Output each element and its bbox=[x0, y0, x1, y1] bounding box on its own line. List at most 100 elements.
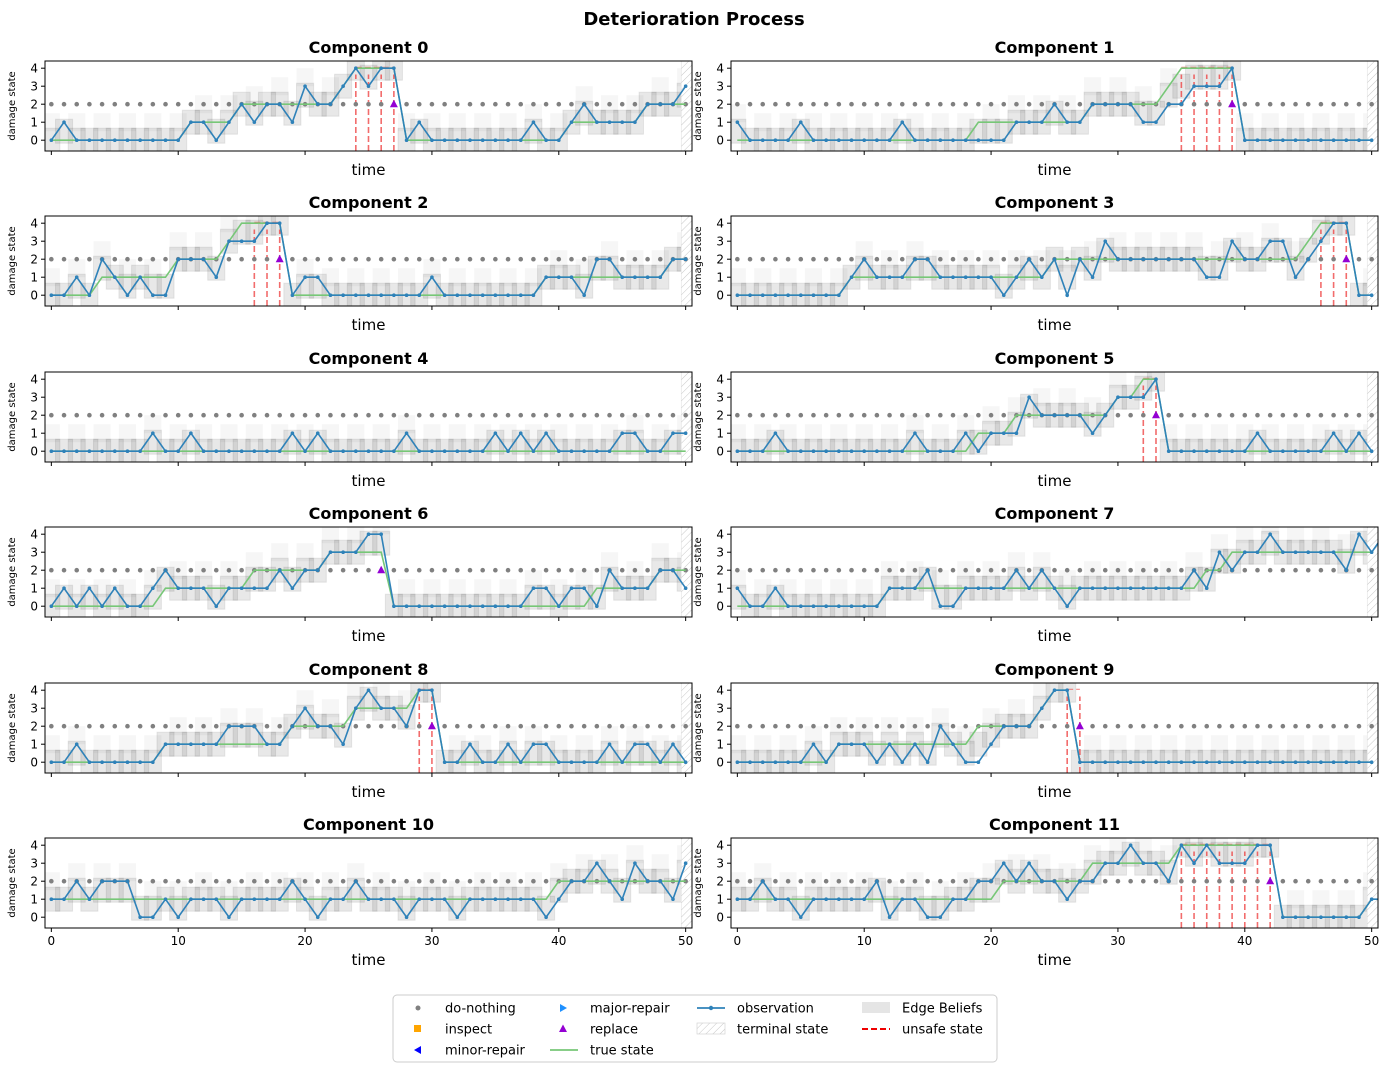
y-tick-label: 3 bbox=[716, 235, 724, 249]
panel-title: Component 9 bbox=[995, 660, 1115, 679]
do-nothing-marker bbox=[976, 567, 981, 573]
do-nothing-marker bbox=[849, 256, 854, 262]
observation-point bbox=[671, 102, 675, 106]
observation-point bbox=[645, 102, 650, 106]
do-nothing-marker bbox=[467, 256, 473, 262]
do-nothing-marker bbox=[1191, 101, 1197, 107]
observation-point bbox=[900, 897, 905, 901]
do-nothing-marker bbox=[201, 723, 206, 729]
observation-point bbox=[1040, 275, 1044, 280]
do-nothing-marker bbox=[493, 256, 498, 262]
observation-point bbox=[1319, 138, 1323, 142]
do-nothing-marker bbox=[493, 101, 498, 107]
observation-point bbox=[824, 897, 828, 901]
observation-point bbox=[303, 449, 307, 454]
observation-point bbox=[1090, 431, 1095, 436]
observation-point bbox=[49, 293, 54, 298]
observation-point bbox=[1052, 879, 1057, 883]
belief-patch bbox=[1083, 411, 1102, 437]
observation-point bbox=[849, 275, 854, 280]
observation-point bbox=[468, 138, 472, 142]
do-nothing-marker bbox=[976, 412, 981, 418]
observation-point bbox=[1027, 586, 1031, 590]
panel-component-1: Component 1 0 1 2 3 4 time damage state bbox=[693, 38, 1379, 179]
do-nothing-marker bbox=[543, 723, 549, 729]
observation-point bbox=[1281, 550, 1285, 554]
observation-point bbox=[1217, 84, 1222, 88]
panel-component-9: Component 9 0 1 2 3 4 time damage state bbox=[693, 660, 1379, 801]
x-axis-label: time bbox=[352, 316, 386, 334]
observation-point bbox=[671, 431, 675, 436]
observation-point bbox=[544, 431, 548, 436]
do-nothing-marker bbox=[963, 567, 968, 573]
observation-point bbox=[1065, 604, 1069, 608]
do-nothing-marker bbox=[74, 101, 80, 107]
axes-frame bbox=[44, 526, 693, 618]
y-tick-label: 2 bbox=[716, 409, 724, 423]
do-nothing-marker bbox=[1255, 101, 1260, 107]
do-nothing-marker bbox=[213, 412, 219, 418]
observation-point bbox=[1014, 879, 1019, 883]
do-nothing-marker bbox=[861, 412, 867, 418]
observation-point bbox=[1255, 843, 1260, 847]
y-tick-label: 0 bbox=[30, 600, 38, 614]
observation-point bbox=[1293, 915, 1298, 919]
do-nothing-marker bbox=[49, 101, 54, 107]
belief-patch bbox=[54, 118, 74, 144]
belief-patch bbox=[245, 722, 264, 748]
belief-patch bbox=[1184, 566, 1204, 592]
do-nothing-marker bbox=[150, 256, 156, 262]
observation-point bbox=[1103, 239, 1108, 243]
observation-point bbox=[875, 604, 879, 608]
do-nothing-marker bbox=[252, 878, 257, 884]
do-nothing-marker bbox=[150, 101, 156, 107]
observation-point bbox=[951, 275, 955, 280]
do-nothing-marker bbox=[1267, 723, 1273, 729]
y-tick-label: 0 bbox=[716, 134, 724, 148]
observation-point bbox=[354, 706, 358, 710]
legend-marker-hatch bbox=[696, 1022, 726, 1035]
y-tick-label: 3 bbox=[716, 546, 724, 560]
y-tick-label: 1 bbox=[716, 893, 724, 907]
observation-point bbox=[62, 586, 66, 590]
panel-title: Component 2 bbox=[309, 193, 429, 212]
panel-title: Component 6 bbox=[309, 504, 429, 523]
observation-point bbox=[1293, 550, 1298, 554]
observation-point bbox=[963, 760, 968, 764]
x-axis-label: time bbox=[352, 472, 386, 490]
belief-patch bbox=[1032, 566, 1051, 592]
observation-point bbox=[1065, 293, 1069, 298]
belief-patch bbox=[601, 552, 618, 570]
observation-point bbox=[671, 257, 675, 262]
x-tick-label: 30 bbox=[1110, 934, 1125, 948]
observation-point bbox=[74, 879, 79, 883]
observation-point bbox=[480, 897, 485, 901]
observation-point bbox=[658, 449, 663, 454]
belief-patch bbox=[1033, 552, 1050, 570]
do-nothing-marker bbox=[531, 256, 536, 262]
observation-point bbox=[315, 915, 320, 919]
observation-point bbox=[773, 586, 778, 590]
do-nothing-marker bbox=[1356, 723, 1362, 729]
belief-patch bbox=[511, 429, 530, 455]
y-axis-label: damage state bbox=[693, 848, 704, 917]
belief-patch bbox=[969, 429, 988, 455]
do-nothing-marker bbox=[823, 723, 829, 729]
do-nothing-marker bbox=[543, 567, 549, 573]
do-nothing-marker bbox=[442, 723, 447, 729]
do-nothing-marker bbox=[340, 256, 346, 262]
plot-area bbox=[45, 683, 692, 773]
observation-point bbox=[214, 604, 219, 608]
observation-point bbox=[1293, 138, 1298, 142]
observation-point bbox=[1179, 449, 1184, 454]
panel-component-7: Component 7 0 1 2 3 4 time damage state bbox=[693, 504, 1379, 645]
do-nothing-marker bbox=[239, 878, 244, 884]
observation-point bbox=[620, 897, 625, 901]
do-nothing-marker bbox=[632, 723, 638, 729]
observation-point bbox=[1040, 413, 1044, 418]
do-nothing-marker bbox=[1255, 412, 1260, 418]
observation-point bbox=[938, 915, 943, 919]
observation-point bbox=[341, 449, 345, 454]
observation-point bbox=[671, 897, 675, 901]
observation-point bbox=[556, 138, 561, 142]
